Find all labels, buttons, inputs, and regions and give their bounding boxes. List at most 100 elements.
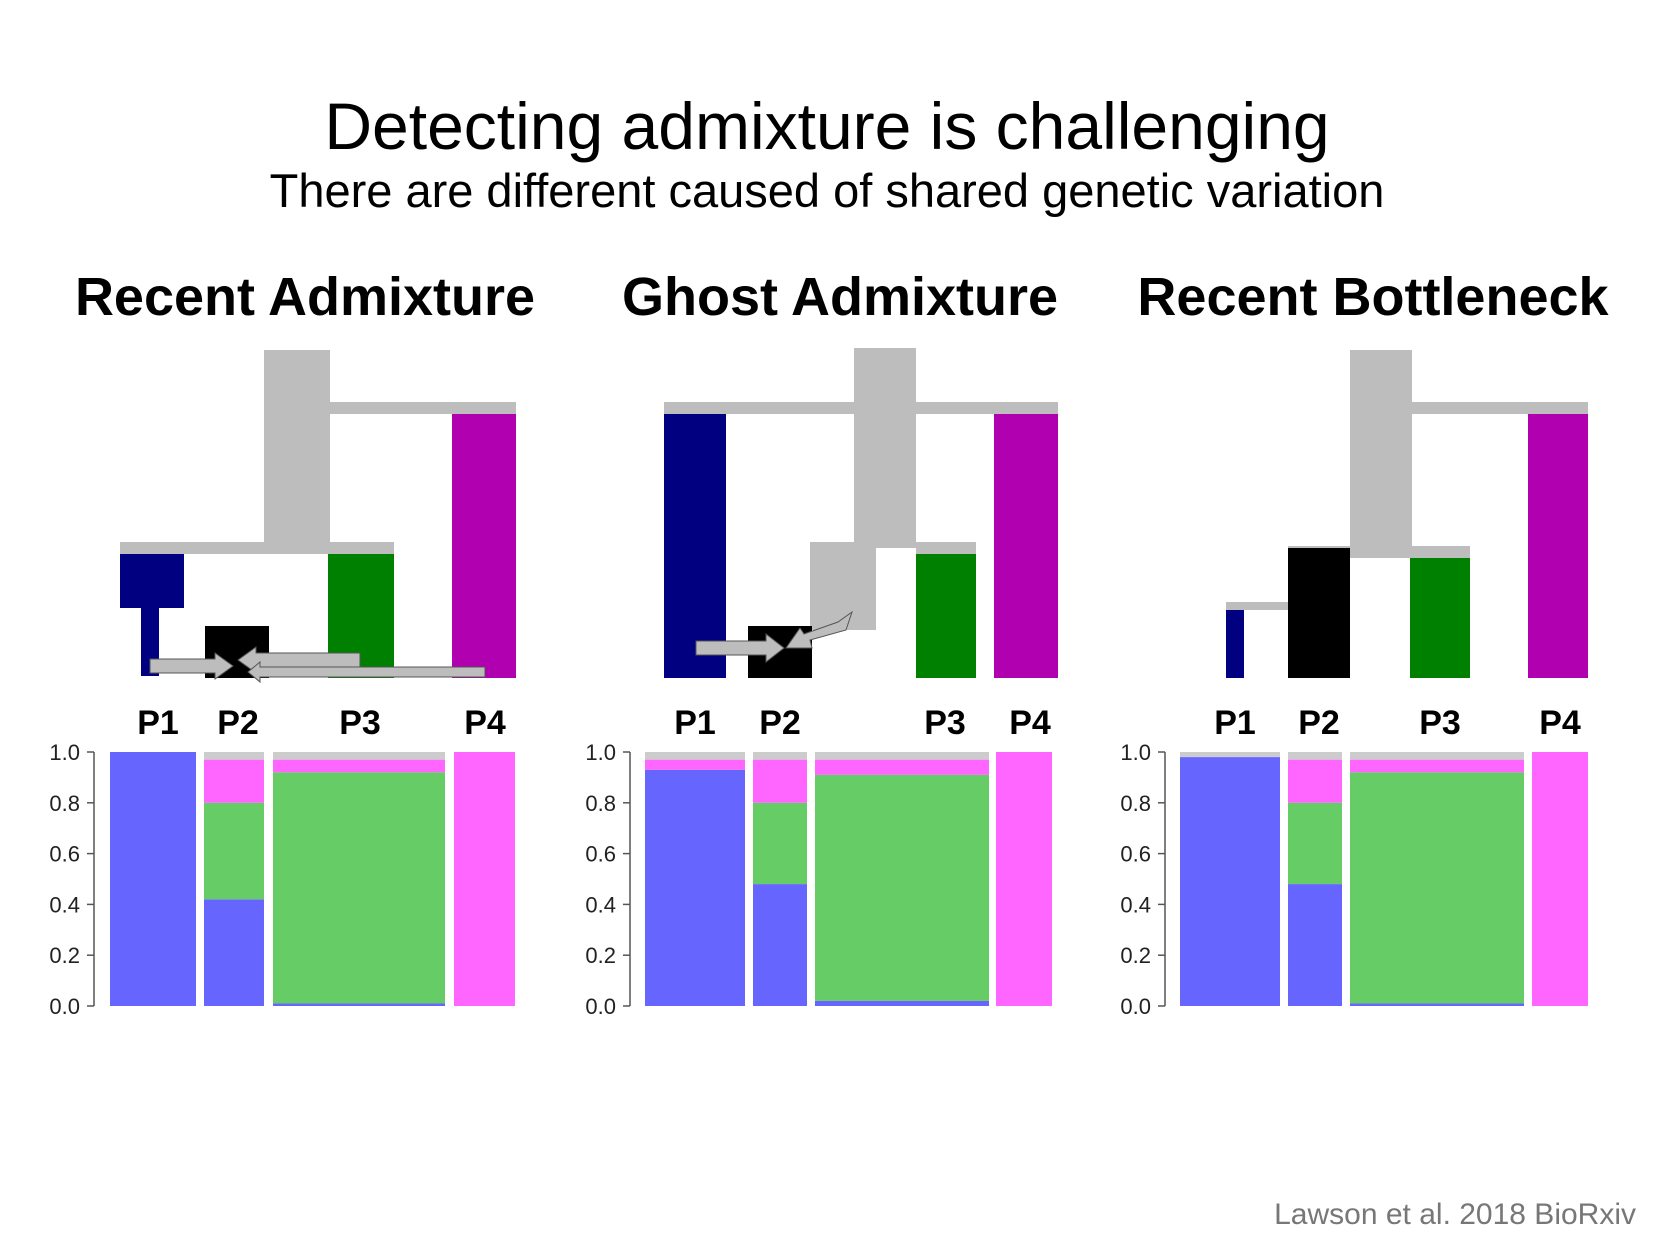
bar-segment-p2-1 — [1288, 802, 1342, 885]
bar-segment-p1-3 — [645, 752, 745, 760]
bar-segment-p1-0 — [1180, 757, 1280, 1006]
bar-segment-p3-0 — [815, 1000, 989, 1006]
bar-segment-p3-3 — [273, 752, 445, 760]
bar-segment-p3-1 — [1350, 772, 1524, 1004]
admixture-arrow-from-p4 — [247, 660, 486, 684]
bar-segment-p3-0 — [273, 1003, 445, 1006]
admixture-arrow-from-ghost — [785, 610, 853, 649]
y-tick-label: 1.0 — [1120, 740, 1151, 765]
bar-segment-p1-0 — [110, 752, 196, 1006]
y-tick-label: 0.4 — [49, 892, 80, 917]
ghost-population — [810, 542, 876, 630]
bar-segment-p2-0 — [1288, 884, 1342, 1006]
pop4-block — [452, 414, 516, 678]
bar-segment-p1-3 — [1180, 752, 1280, 758]
tree-ghost-admixture — [664, 348, 1058, 678]
pop-label: P1 — [137, 704, 179, 742]
bar-segment-p2-0 — [753, 884, 807, 1006]
bar-segment-p4-2 — [454, 752, 515, 1006]
pop1-block — [120, 554, 184, 608]
ancestral-branch-right — [330, 402, 516, 414]
panel-title-ghost-admixture: Ghost Admixture — [622, 267, 1058, 327]
pop-label: P2 — [759, 704, 801, 742]
pop-label: P4 — [464, 704, 506, 742]
structure-plots: 1.0 0.8 0.6 0.4 0.2 0.0 1.0 0.8 0.6 0.4 0.2 0.0 1.0 0… — [49, 740, 1588, 1019]
admixture-arrow-from-p1 — [695, 632, 785, 664]
bar-segment-p2-2 — [753, 759, 807, 803]
ancestral-branch-right — [1412, 402, 1588, 414]
pop-label: P4 — [1539, 704, 1581, 742]
y-tick-label: 0.0 — [585, 994, 616, 1019]
bar-segment-p3-2 — [273, 759, 445, 773]
panel-title-recent-admixture: Recent Admixture — [75, 267, 535, 327]
admixture-arrow-from-p1 — [149, 652, 234, 680]
y-tick-label: 0.0 — [49, 994, 80, 1019]
bar-segment-p1-2 — [645, 759, 745, 770]
bar-segment-p3-2 — [815, 759, 989, 775]
bar-segment-p1-0 — [645, 769, 745, 1006]
pop-labels-recent-admixture: P1 P2 P3 P4 — [137, 704, 506, 742]
pop4-block — [994, 414, 1058, 678]
y-tick-label: 0.6 — [585, 842, 616, 867]
pop-labels-recent-bottleneck: P1 P2 P3 P4 — [1214, 704, 1581, 742]
y-tick-label: 0.6 — [49, 842, 80, 867]
pop-label: P2 — [1298, 704, 1340, 742]
y-tick-label: 1.0 — [585, 740, 616, 765]
bar-segment-p3-3 — [1350, 752, 1524, 760]
bar-segment-p3-1 — [815, 774, 989, 1001]
structure-plot-2: 1.0 0.8 0.6 0.4 0.2 0.0 — [1120, 740, 1588, 1019]
y-tick-label: 0.8 — [49, 791, 80, 816]
ancestral-branch-left — [120, 542, 394, 554]
y-tick-label: 0.2 — [49, 943, 80, 968]
pop-label: P3 — [339, 704, 381, 742]
bar-segment-p3-3 — [815, 752, 989, 760]
ancestral-branch-right — [916, 542, 976, 554]
citation: Lawson et al. 2018 BioRxiv — [1274, 1198, 1636, 1231]
bar-segment-p2-2 — [1288, 759, 1342, 803]
pop2-block — [1288, 548, 1350, 678]
slide-subtitle: There are different caused of shared gen… — [269, 164, 1385, 217]
pop-label: P1 — [1214, 704, 1256, 742]
pop-label: P3 — [1419, 704, 1461, 742]
tree-recent-admixture — [120, 350, 516, 684]
pop3-block — [916, 554, 976, 678]
bar-segment-p3-2 — [1350, 759, 1524, 773]
pop1-block — [1226, 610, 1244, 678]
pop3-block — [1410, 558, 1470, 678]
bar-segment-p4-2 — [1532, 752, 1588, 1006]
bar-segment-p2-3 — [204, 752, 264, 760]
pop-label: P2 — [217, 704, 259, 742]
bar-segment-p2-0 — [204, 899, 264, 1006]
ancestral-root — [264, 350, 330, 548]
y-tick-label: 0.2 — [585, 943, 616, 968]
pop-label: P3 — [924, 704, 966, 742]
ancestral-root — [854, 348, 916, 548]
bar-segment-p2-2 — [204, 759, 264, 803]
y-tick-label: 0.8 — [1120, 791, 1151, 816]
slide-title: Detecting admixture is challenging — [324, 89, 1330, 163]
y-tick-label: 1.0 — [49, 740, 80, 765]
panel-title-recent-bottleneck: Recent Bottleneck — [1137, 267, 1609, 327]
y-tick-label: 0.4 — [585, 892, 616, 917]
ancestral-branch-top — [664, 402, 1058, 414]
pop-label: P4 — [1009, 704, 1051, 742]
ancestral-branch-p1 — [1226, 602, 1288, 610]
pop4-block — [1528, 414, 1588, 678]
structure-plot-0: 1.0 0.8 0.6 0.4 0.2 0.0 — [49, 740, 515, 1019]
bar-segment-p2-1 — [204, 802, 264, 900]
tree-recent-bottleneck — [1226, 350, 1588, 678]
y-tick-label: 0.8 — [585, 791, 616, 816]
bar-segment-p2-3 — [753, 752, 807, 760]
bar-segment-p3-1 — [273, 772, 445, 1004]
pop-label: P1 — [674, 704, 716, 742]
pop-labels-ghost-admixture: P1 P2 P3 P4 — [674, 704, 1051, 742]
pop1-block — [664, 414, 726, 678]
y-tick-label: 0.6 — [1120, 842, 1151, 867]
bar-segment-p3-0 — [1350, 1003, 1524, 1006]
y-tick-label: 0.4 — [1120, 892, 1151, 917]
bar-segment-p2-3 — [1288, 752, 1342, 760]
bar-segment-p2-1 — [753, 802, 807, 885]
ancestral-root — [1350, 350, 1412, 556]
structure-plot-1: 1.0 0.8 0.6 0.4 0.2 0.0 — [585, 740, 1052, 1019]
